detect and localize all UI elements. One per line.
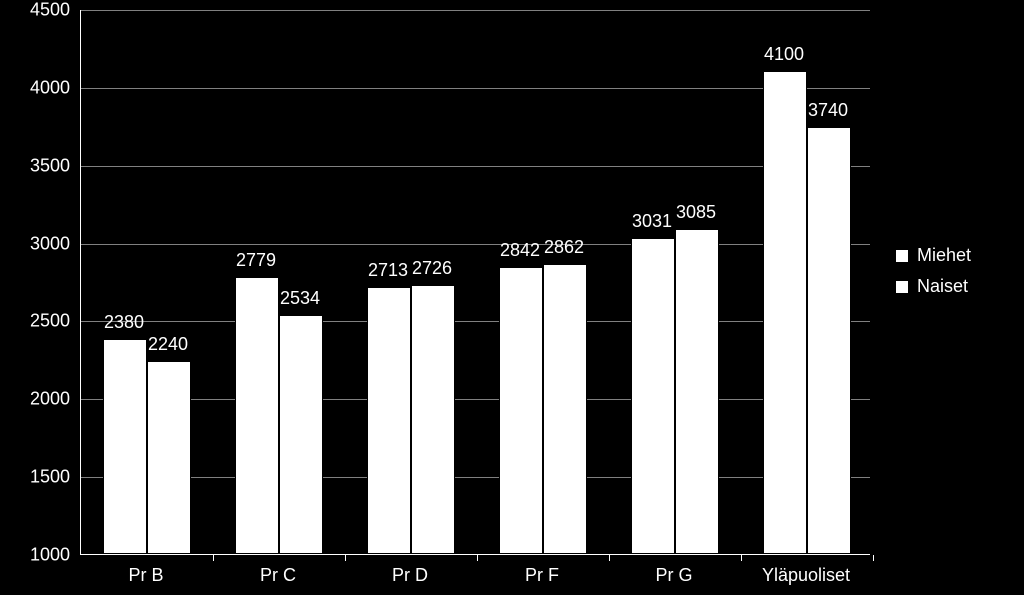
chart-container: Miehet Naiset 1000 1500 2000 2500 3000 3500 400…	[0, 0, 1024, 595]
bar-naiset-5	[807, 127, 851, 554]
legend-item: Miehet	[895, 245, 971, 266]
x-axis-tick	[609, 555, 610, 561]
legend-label: Naiset	[917, 276, 968, 297]
x-axis-tick-label: Pr C	[260, 565, 296, 586]
bar-value-label: 3740	[808, 100, 848, 121]
gridline	[81, 399, 870, 400]
bar-miehet-3	[499, 267, 543, 554]
bar-value-label: 2842	[500, 240, 540, 261]
x-axis-tick-label: Pr F	[525, 565, 559, 586]
chart-legend: Miehet Naiset	[895, 245, 971, 307]
bar-miehet-0	[103, 339, 147, 554]
bar-value-label: 2862	[544, 237, 584, 258]
y-axis-tick-label: 2000	[20, 389, 70, 410]
legend-swatch	[895, 280, 909, 294]
gridline	[81, 88, 870, 89]
y-axis-tick-label: 2500	[20, 311, 70, 332]
bar-value-label: 3031	[632, 211, 672, 232]
y-axis-tick-label: 3500	[20, 155, 70, 176]
bar-miehet-4	[631, 238, 675, 554]
y-axis-tick-label: 4000	[20, 77, 70, 98]
x-axis-tick	[873, 555, 874, 561]
y-axis-tick-label: 1500	[20, 467, 70, 488]
x-axis-tick-label: Pr D	[392, 565, 428, 586]
x-axis-tick-label: Pr B	[128, 565, 163, 586]
bar-value-label: 4100	[764, 44, 804, 65]
bar-value-label: 2380	[104, 312, 144, 333]
gridline	[81, 166, 870, 167]
bar-value-label: 2779	[236, 250, 276, 271]
gridline	[81, 477, 870, 478]
x-axis-tick-label: Yläpuoliset	[762, 565, 850, 586]
gridline	[81, 244, 870, 245]
plot-area	[80, 10, 870, 555]
x-axis-tick-label: Pr G	[655, 565, 692, 586]
bar-value-label: 2240	[148, 334, 188, 355]
x-axis-tick	[213, 555, 214, 561]
legend-item: Naiset	[895, 276, 971, 297]
bar-naiset-2	[411, 285, 455, 554]
x-axis-tick	[741, 555, 742, 561]
legend-label: Miehet	[917, 245, 971, 266]
y-axis-tick-label: 4500	[20, 0, 70, 21]
bar-value-label: 2713	[368, 260, 408, 281]
bar-value-label: 2534	[280, 288, 320, 309]
bar-miehet-1	[235, 277, 279, 554]
bar-miehet-5	[763, 71, 807, 554]
x-axis-tick	[477, 555, 478, 561]
bar-naiset-4	[675, 229, 719, 554]
y-axis-tick-label: 1000	[20, 545, 70, 566]
bar-miehet-2	[367, 287, 411, 554]
legend-swatch	[895, 249, 909, 263]
gridline	[81, 321, 870, 322]
y-axis-tick-label: 3000	[20, 233, 70, 254]
bar-value-label: 3085	[676, 202, 716, 223]
x-axis-tick	[345, 555, 346, 561]
bar-naiset-3	[543, 264, 587, 554]
bar-naiset-0	[147, 361, 191, 554]
gridline	[81, 10, 870, 11]
bar-naiset-1	[279, 315, 323, 554]
bar-value-label: 2726	[412, 258, 452, 279]
